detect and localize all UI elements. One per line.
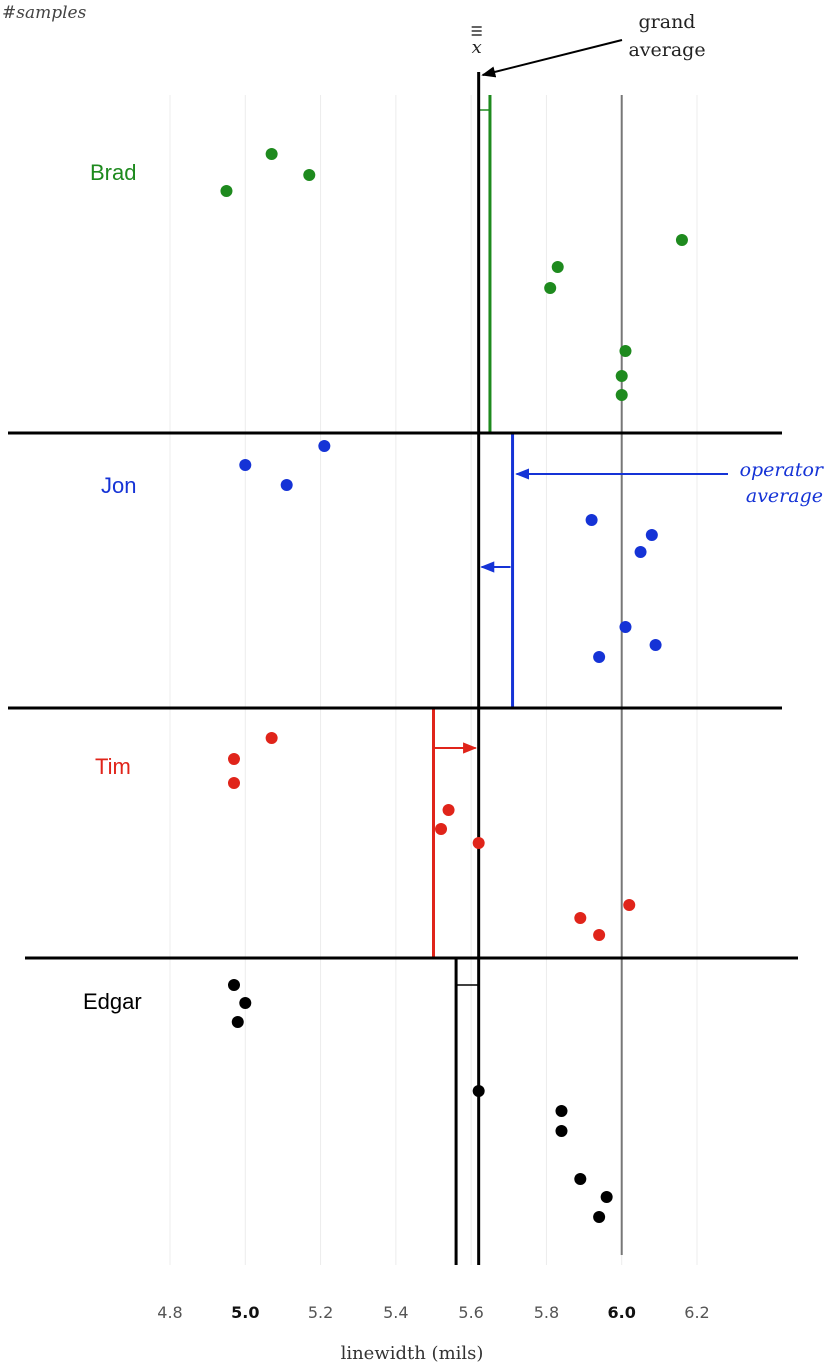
x-axis-title: linewidth (mils) (341, 1343, 484, 1364)
data-point (675, 234, 688, 246)
data-point (227, 777, 240, 789)
data-point (615, 370, 628, 382)
x-tick-label: 5.8 (534, 1303, 559, 1322)
operator-average-label-line1: operator (740, 459, 825, 481)
data-point (555, 1125, 568, 1137)
y-axis-label: #samples (2, 3, 87, 23)
operator-average-label-line2: average (746, 485, 823, 507)
data-point (227, 979, 240, 991)
x-tick-label: 5.6 (458, 1303, 483, 1322)
series-label: Tim (95, 754, 131, 779)
data-point (239, 997, 252, 1009)
data-point (593, 651, 606, 663)
data-point (634, 546, 647, 558)
x-tick-label: 6.2 (684, 1303, 709, 1322)
data-point (318, 440, 331, 452)
operator-average-lines (432, 95, 515, 1265)
annotations: x grand average operator average (471, 11, 825, 507)
grand-average-symbol: x (472, 37, 482, 58)
data-point (265, 148, 278, 160)
grand-average-label-line2: average (628, 39, 705, 61)
data-point (555, 1105, 568, 1117)
data-point (472, 837, 485, 849)
data-points (220, 148, 688, 1223)
data-point (231, 1016, 244, 1028)
data-point (227, 753, 240, 765)
x-tick-label: 4.8 (157, 1303, 182, 1322)
series-labels: Brad Jon Tim Edgar (83, 160, 142, 1014)
data-point (442, 804, 455, 816)
data-point (574, 1173, 587, 1185)
series-label: Edgar (83, 989, 142, 1014)
x-tick-labels: 4.8 5.0 5.2 5.4 5.6 5.8 6.0 6.2 (157, 1303, 709, 1322)
data-point (619, 345, 632, 357)
data-point (585, 514, 598, 526)
data-point (303, 169, 316, 181)
series-label: Jon (101, 473, 136, 498)
data-point (615, 389, 628, 401)
x-tick-label: 6.0 (608, 1303, 636, 1322)
data-point (593, 929, 606, 941)
x-tick-label: 5.0 (231, 1303, 259, 1322)
data-point (645, 529, 658, 541)
data-point (239, 459, 252, 471)
series-label: Brad (90, 160, 136, 185)
data-point (649, 639, 662, 651)
data-point (593, 1211, 606, 1223)
data-point (574, 912, 587, 924)
data-point (472, 1085, 485, 1097)
grand-average-label-line1: grand (639, 11, 696, 33)
data-point (280, 479, 293, 491)
data-point (551, 261, 564, 273)
panel-separators (8, 431, 798, 960)
data-point (435, 823, 448, 835)
gridlines (169, 95, 698, 1265)
data-point (619, 621, 632, 633)
data-point (265, 732, 278, 744)
data-point (600, 1191, 613, 1203)
data-point (544, 282, 557, 294)
x-tick-label: 5.2 (308, 1303, 333, 1322)
data-point (220, 185, 233, 197)
data-point (623, 899, 636, 911)
x-tick-label: 5.4 (383, 1303, 408, 1322)
grand-average-arrow (481, 39, 623, 78)
